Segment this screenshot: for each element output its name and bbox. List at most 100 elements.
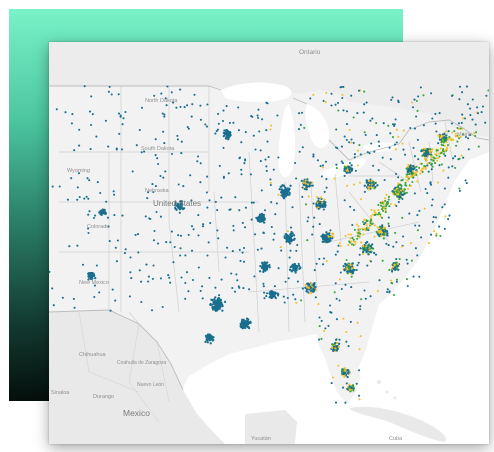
location-dot	[445, 134, 448, 137]
location-dot	[121, 214, 124, 217]
location-dot	[386, 201, 389, 204]
location-dot	[447, 130, 450, 133]
location-dot	[155, 210, 158, 214]
location-dot	[95, 135, 98, 138]
location-dot	[209, 335, 213, 339]
location-dot	[268, 263, 271, 267]
location-dot	[392, 191, 395, 194]
location-dot	[58, 185, 61, 188]
map-card[interactable]: Ontario Maine North Dakota South Dakota …	[49, 42, 489, 444]
location-dot	[323, 198, 326, 201]
location-dot	[349, 270, 353, 274]
location-dot	[388, 146, 391, 149]
location-dot	[314, 296, 317, 299]
location-dot	[289, 249, 292, 252]
location-dot	[208, 338, 211, 342]
location-dot	[335, 297, 338, 300]
location-dot	[388, 268, 391, 271]
location-dot	[390, 279, 393, 282]
location-dot	[335, 345, 338, 348]
location-dot	[235, 273, 238, 276]
location-dot	[264, 158, 267, 161]
location-dot	[226, 246, 229, 249]
location-dot	[345, 382, 348, 385]
location-dot	[261, 118, 264, 121]
location-dot	[242, 318, 245, 321]
location-dot	[361, 227, 364, 230]
location-dot	[286, 234, 290, 237]
location-dot	[377, 140, 380, 143]
location-dot	[409, 170, 412, 173]
location-dot	[273, 291, 276, 295]
location-dot	[412, 164, 415, 168]
location-dot	[356, 149, 360, 152]
label-united-states: United States	[153, 199, 201, 208]
location-dot	[78, 195, 81, 199]
location-dot	[211, 308, 215, 311]
location-dot	[362, 233, 365, 236]
location-dot	[113, 193, 116, 196]
location-dot	[199, 181, 202, 184]
location-dot	[73, 306, 76, 309]
location-dot	[258, 270, 262, 273]
location-dot	[346, 375, 349, 379]
location-dot	[166, 85, 169, 88]
location-dot	[109, 309, 112, 312]
location-dot	[363, 289, 366, 292]
location-dot	[339, 271, 342, 274]
location-dot	[137, 251, 140, 254]
location-dot	[306, 183, 310, 186]
location-dot	[338, 299, 341, 302]
location-dot	[383, 197, 387, 200]
location-dot	[281, 184, 284, 187]
location-dot	[398, 183, 401, 186]
location-dot	[394, 172, 398, 175]
location-dot	[228, 121, 231, 124]
location-dot	[286, 191, 289, 195]
location-dot	[114, 299, 117, 302]
location-dot	[358, 227, 361, 230]
location-dot	[165, 104, 168, 107]
location-dot	[386, 288, 389, 291]
location-dot	[287, 187, 291, 190]
location-dot	[201, 225, 205, 228]
location-dot	[452, 157, 455, 160]
location-dot	[416, 138, 419, 141]
location-dot	[199, 289, 202, 292]
location-dot	[441, 140, 444, 143]
location-dot	[312, 284, 315, 287]
location-dot	[324, 160, 328, 163]
location-dot	[197, 214, 200, 217]
us-dot-map[interactable]: Ontario Maine North Dakota South Dakota …	[49, 42, 489, 444]
location-dot	[377, 209, 380, 212]
location-dot	[284, 280, 287, 283]
location-dot	[487, 89, 489, 92]
location-dot	[397, 182, 400, 185]
location-dot	[290, 232, 293, 235]
location-dot	[431, 148, 434, 151]
location-dot	[76, 186, 79, 189]
location-dot	[405, 191, 408, 194]
location-dot	[243, 226, 247, 229]
location-dot	[377, 233, 380, 236]
location-dot	[352, 141, 355, 144]
location-dot	[179, 105, 182, 108]
location-dot	[207, 241, 210, 244]
location-dot	[458, 98, 461, 101]
location-dot	[151, 183, 154, 186]
location-dot	[437, 134, 440, 137]
location-dot	[365, 228, 368, 231]
location-dot	[294, 298, 297, 301]
location-dot	[88, 210, 91, 213]
location-dot	[317, 207, 320, 210]
location-dot	[306, 178, 309, 181]
location-dot	[334, 103, 337, 106]
location-dot	[259, 149, 262, 152]
location-dot	[357, 231, 360, 234]
location-dot	[322, 263, 325, 266]
location-dot	[395, 258, 398, 261]
location-dot	[349, 237, 352, 240]
location-dot	[391, 265, 395, 269]
location-dot	[263, 291, 266, 294]
location-dot	[462, 133, 465, 136]
